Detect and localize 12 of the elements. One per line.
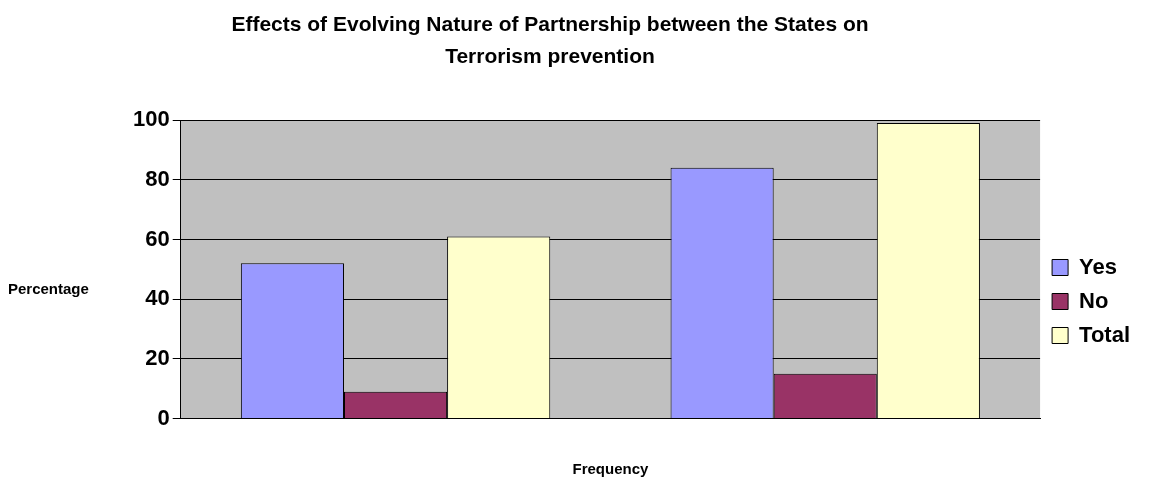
y-tick-label: 100: [132, 106, 170, 132]
legend-label: Yes: [1079, 253, 1118, 279]
y-tick-label: 0: [157, 404, 170, 430]
y-tick-label: 20: [145, 344, 170, 370]
y-axis-title: Percentage: [8, 280, 89, 297]
legend-label: Total: [1079, 321, 1130, 347]
legend-label: No: [1079, 287, 1109, 313]
y-tick-label: 40: [145, 285, 170, 311]
y-tick-label: 80: [145, 165, 170, 191]
x-axis-title: Frequency: [572, 460, 649, 478]
y-tick-label: 60: [145, 225, 170, 251]
chart-title: Effects of Evolving Nature of Partnership between the States on Terrorism prevention: [230, 11, 870, 69]
